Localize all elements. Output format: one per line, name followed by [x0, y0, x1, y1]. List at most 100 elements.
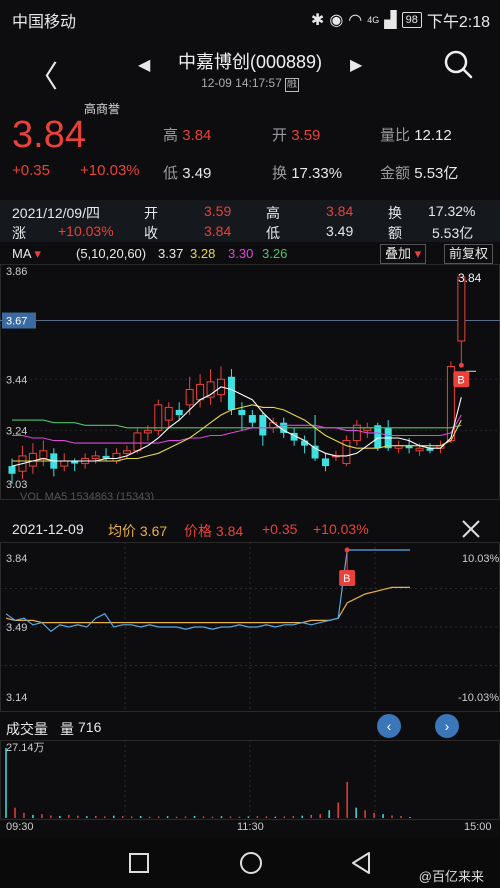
y-axis-right-label: 10.03%: [462, 553, 500, 565]
buy-badge-text: B: [457, 374, 464, 386]
candle-body: [102, 455, 110, 459]
close-icon[interactable]: [460, 518, 482, 540]
intraday-chart[interactable]: 3.84 3.49 3.14 10.03% -10.03% B: [0, 542, 500, 712]
ma60-line: [12, 419, 462, 429]
candle-body: [154, 404, 163, 431]
strip-close: 3.84: [204, 223, 232, 239]
avg-label: 均价: [108, 523, 136, 539]
ma-selector[interactable]: MA ▾: [12, 246, 41, 262]
ma20-value: 3.30: [228, 246, 254, 261]
candle-body: [196, 383, 205, 401]
stock-title: 中嘉博创(000889): [177, 52, 323, 72]
ma60-value: 3.26: [262, 246, 288, 261]
prev-stock-icon[interactable]: ◀: [138, 57, 151, 74]
volume-qty-label: 量: [60, 721, 74, 737]
buy-badge: [453, 371, 470, 388]
signal-icon: ▟: [384, 12, 397, 29]
volume-qty: 716: [78, 719, 102, 735]
dropdown-icon: ▾: [34, 246, 41, 261]
y-axis-label: 3.84: [6, 553, 27, 565]
strip-turn: 17.32%: [428, 203, 476, 219]
avg-price-line: [5, 586, 410, 624]
recent-apps-icon[interactable]: [128, 852, 150, 874]
overlay-label: 叠加: [385, 246, 412, 261]
y-axis-label: 3.14: [6, 692, 27, 704]
time-end: 15:00: [464, 821, 492, 833]
buy-dot: [458, 362, 464, 368]
eye-icon: ◉: [329, 12, 344, 29]
candle-body: [322, 458, 329, 467]
candle-body: [185, 388, 194, 406]
candle-body: [290, 432, 298, 441]
timestamp-text: 12-09 14:17:57: [201, 76, 282, 90]
strip-high-label: 高: [266, 205, 280, 221]
quote-turnover: 换 17.33%: [272, 165, 343, 182]
tl-change-pct: +10.03%: [313, 521, 369, 537]
time-mid: 11:30: [237, 821, 264, 833]
wifi-icon: ◠: [348, 12, 363, 29]
candle-body: [259, 415, 267, 436]
quote-volume-ratio: 量比 12.12: [380, 127, 452, 144]
back-icon[interactable]: 〈: [28, 61, 58, 94]
dropdown-icon: ▾: [414, 246, 422, 261]
y-axis-right-label: -10.03%: [458, 692, 499, 704]
strip-turn-label: 换: [388, 205, 402, 221]
y-axis-label: 3.86: [6, 266, 27, 278]
tl-change: +0.35: [262, 521, 298, 537]
network-type: 4G: [367, 15, 380, 25]
prev-arrow-icon[interactable]: ‹: [377, 714, 401, 738]
candle-body: [457, 276, 466, 342]
status-icons: ✱ ◉ ◠ 4G ▟ 98 下午2:18: [311, 8, 490, 32]
candle-body: [227, 376, 235, 410]
ma10-line: [12, 404, 462, 462]
strip-high: 3.84: [326, 203, 354, 219]
candle-body: [71, 461, 79, 464]
candle-body: [238, 409, 246, 416]
candle-body: [342, 440, 351, 465]
cut-volume-legend: VOL MA5 1534863 (15343): [20, 491, 154, 500]
candle-body: [39, 450, 48, 459]
quote-open: 开 3.59: [272, 127, 321, 144]
strip-open-label: 开: [144, 205, 158, 221]
candle-body: [301, 440, 309, 446]
strip-chg-label: 涨: [12, 225, 26, 241]
system-nav-bar: [0, 838, 500, 888]
volume-max-label: 27.14万: [6, 742, 45, 754]
strip-open: 3.59: [204, 203, 232, 219]
search-icon[interactable]: [442, 48, 474, 80]
y-axis-label: 3.44: [6, 374, 27, 386]
home-icon[interactable]: [238, 850, 264, 876]
candle-body: [415, 447, 424, 452]
tl-price-label: 价格: [184, 523, 212, 539]
adjust-button[interactable]: 前复权: [444, 244, 494, 264]
price-change: +0.35: [12, 162, 50, 179]
quote-high: 高 3.84: [163, 127, 212, 144]
ma-indicator-row: MA ▾ (5,10,20,60) 3.37 3.28 3.30 3.26 叠加…: [0, 244, 500, 264]
next-arrow-icon[interactable]: ›: [435, 714, 459, 738]
status-bar: 中国移动 ✱ ◉ ◠ 4G ▟ 98 下午2:18: [0, 0, 500, 34]
volume-header: 成交量 量 716 ‹ ›: [0, 714, 500, 740]
stock-tag: 高商誉: [84, 102, 121, 116]
candle-body: [311, 445, 319, 459]
day-info-strip: 2021/12/09/四 开 3.59 高 3.84 换 17.32% 涨 +1…: [0, 200, 500, 242]
next-stock-icon[interactable]: ▶: [350, 57, 363, 74]
margin-badge: 融: [284, 78, 299, 92]
strip-low-label: 低: [266, 225, 280, 241]
candle-body: [352, 424, 361, 442]
kline-frame: [0, 264, 500, 500]
back-nav-icon[interactable]: [350, 851, 372, 875]
candle-body: [164, 406, 173, 421]
time-start: 09:30: [6, 821, 34, 833]
candle-body: [8, 466, 16, 474]
buy-badge-text: B: [343, 573, 350, 585]
strip-close-label: 收: [144, 225, 158, 241]
y-axis-highlight: [2, 312, 36, 329]
kline-chart[interactable]: 3.86 3.67 3.44 3.24 3.03 3.84 B VOL MA5 1534863…: [0, 264, 500, 500]
overlay-button[interactable]: 叠加 ▾: [380, 244, 427, 264]
y-axis-label: 3.03: [6, 479, 27, 491]
candle-body: [122, 450, 131, 454]
price-change-pct: +10.03%: [80, 162, 140, 179]
candle-body: [91, 455, 100, 459]
bluetooth-icon: ✱: [310, 12, 325, 29]
tl-price-value: 3.84: [215, 523, 244, 539]
